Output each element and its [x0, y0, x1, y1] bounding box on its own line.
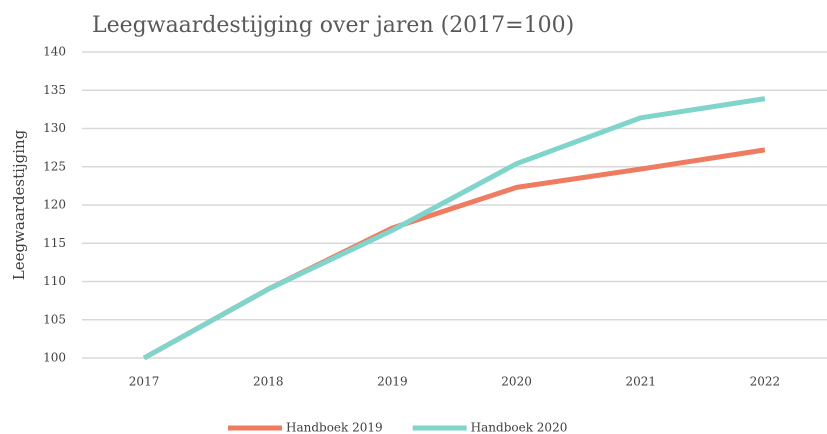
x-tick-label: 2018 [253, 375, 284, 389]
legend-label: Handboek 2020 [471, 421, 568, 434]
x-tick-label: 2020 [501, 375, 532, 389]
y-tick-label: 135 [43, 83, 66, 97]
y-tick-label: 105 [43, 312, 66, 326]
x-tick-label: 2022 [750, 375, 781, 389]
y-tick-label: 115 [43, 236, 66, 250]
x-tick-label: 2021 [625, 375, 656, 389]
y-tick-label: 110 [43, 274, 66, 288]
y-tick-label: 140 [43, 45, 66, 59]
chart-title: Leegwaardestijging over jaren (2017=100) [92, 13, 574, 38]
y-tick-label: 120 [43, 198, 66, 212]
y-tick-label: 100 [43, 351, 66, 365]
x-tick-label: 2019 [377, 375, 408, 389]
y-tick-label: 125 [43, 159, 66, 173]
legend-label: Handboek 2019 [286, 421, 383, 434]
series-line [142, 147, 766, 361]
y-axis-title: Leegwaardestijging [10, 129, 28, 280]
y-tick-label: 130 [43, 121, 66, 135]
series-line [142, 96, 766, 361]
x-tick-label: 2017 [129, 375, 160, 389]
